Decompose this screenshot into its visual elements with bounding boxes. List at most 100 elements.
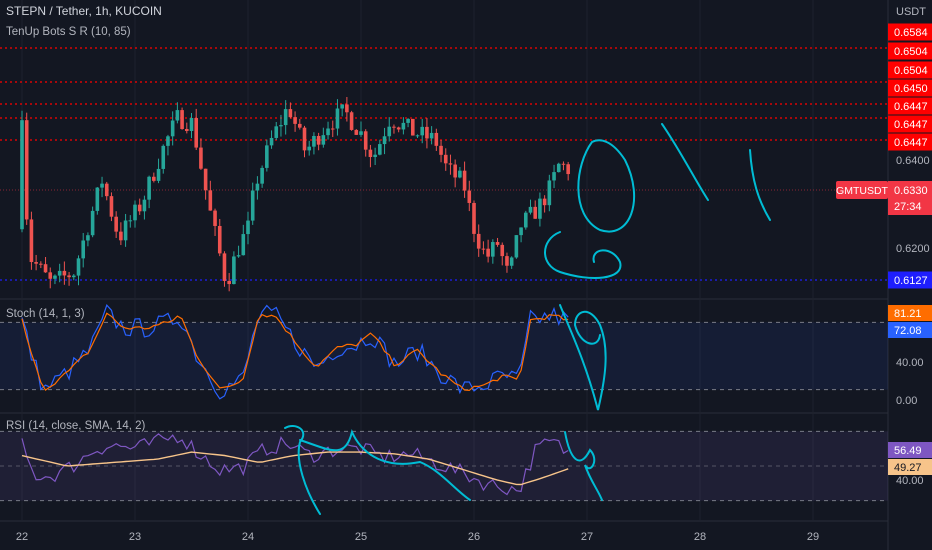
candle-body	[307, 146, 312, 151]
candle-body	[283, 109, 288, 126]
candle	[232, 251, 236, 285]
stoch-d-value-tag-text: 72.08	[894, 325, 922, 337]
candle-body	[104, 183, 109, 197]
candle-body	[363, 131, 368, 150]
resistance-price-tag-bg	[888, 42, 932, 60]
candle	[462, 161, 467, 198]
candle	[123, 213, 128, 247]
candle	[547, 174, 552, 212]
candle	[566, 161, 570, 181]
candle-body	[392, 126, 396, 128]
candle-body	[279, 125, 283, 127]
indicator-legend[interactable]: TenUp Bots S R (10, 85)	[6, 26, 131, 38]
candle-body	[217, 225, 222, 254]
drawing-oval[interactable]	[577, 139, 635, 233]
drawing-loop[interactable]	[564, 431, 603, 501]
stoch-k-value-tag-text: 81.21	[894, 308, 922, 320]
candle	[505, 252, 509, 273]
resistance-price-tag: 0.6504	[888, 61, 932, 79]
candle	[128, 215, 133, 228]
drawing-loop[interactable]	[559, 304, 607, 411]
candle	[349, 110, 354, 131]
resistance-price-tag-text: 0.6504	[894, 46, 928, 58]
rsi-ma-value-tag-text: 49.27	[894, 462, 922, 474]
candle-body	[429, 132, 434, 139]
time-tick-label: 28	[694, 531, 706, 543]
candle	[378, 139, 382, 156]
candle-body	[123, 220, 128, 241]
candle-body	[335, 108, 340, 129]
candle	[184, 122, 189, 134]
candle-body	[349, 112, 354, 130]
candle-body	[326, 128, 330, 136]
candle	[67, 271, 71, 286]
candle	[514, 235, 519, 259]
resistance-price-tag: 0.6450	[888, 79, 932, 97]
candle-body	[222, 253, 227, 281]
candle-body	[481, 248, 486, 250]
resistance-price-tag-text: 0.6447	[894, 119, 928, 131]
candle	[161, 144, 166, 174]
drawings-layer[interactable]	[284, 123, 771, 515]
candle	[194, 108, 199, 150]
stoch-k-value-tag-bg	[888, 305, 932, 321]
candle	[48, 267, 53, 289]
stoch-tick-label: 40.00	[896, 357, 924, 369]
last-price-badge: GMTUSDT 0.6330 27:34	[836, 181, 932, 215]
candle-body	[95, 187, 100, 211]
candle-body	[90, 210, 95, 236]
candle-body	[387, 126, 392, 137]
candle	[434, 128, 439, 151]
candle-body	[199, 147, 203, 169]
candle-body	[406, 118, 410, 123]
candle-body	[156, 168, 161, 181]
candle	[170, 111, 175, 146]
rsi-legend[interactable]: RSI (14, close, SMA, 14, 2)	[6, 420, 146, 432]
stoch-legend[interactable]: Stoch (14, 1, 3)	[6, 308, 85, 320]
candle	[373, 147, 377, 166]
candle	[189, 112, 194, 139]
candle	[24, 112, 29, 225]
symbol-title[interactable]: STEPN / Tether, 1h, KUCOIN	[6, 4, 162, 18]
candle	[43, 256, 48, 273]
candle	[500, 242, 505, 266]
candle-body	[265, 145, 269, 168]
candle	[359, 121, 363, 137]
candle	[166, 134, 170, 156]
candle	[552, 164, 556, 189]
candle-body	[133, 204, 137, 221]
candle-body	[354, 129, 359, 135]
candle	[274, 121, 279, 141]
candle	[326, 121, 330, 140]
resistance-price-tag-text: 0.6504	[894, 65, 928, 77]
drawing-stroke[interactable]	[299, 428, 471, 501]
drawing-stroke[interactable]	[661, 123, 709, 201]
candle	[392, 124, 396, 134]
drawing-curve[interactable]	[544, 231, 622, 279]
last-price-value: 0.6330	[894, 185, 928, 197]
drawing-stroke[interactable]	[284, 424, 321, 515]
stoch-d-value-tag-bg	[888, 322, 932, 338]
time-tick-label: 22	[16, 531, 28, 543]
candle-body	[561, 163, 566, 165]
candle-body	[232, 256, 236, 285]
candle-body	[43, 264, 48, 273]
candle	[425, 118, 429, 149]
candle-body	[491, 242, 495, 257]
candle-body	[415, 135, 420, 137]
drawing-stroke[interactable]	[749, 149, 771, 221]
candle	[119, 222, 123, 246]
candle	[561, 161, 566, 171]
symbol-tag-bg	[836, 181, 888, 199]
resistance-price-tag-text: 0.6450	[894, 83, 928, 95]
candle-body	[175, 110, 180, 121]
candle	[39, 261, 43, 269]
candle-body	[39, 263, 43, 265]
candle	[137, 198, 142, 215]
candle-body	[236, 255, 241, 257]
candle	[222, 251, 227, 287]
candle	[387, 117, 392, 142]
candle	[133, 200, 137, 228]
candle-body	[48, 272, 53, 279]
